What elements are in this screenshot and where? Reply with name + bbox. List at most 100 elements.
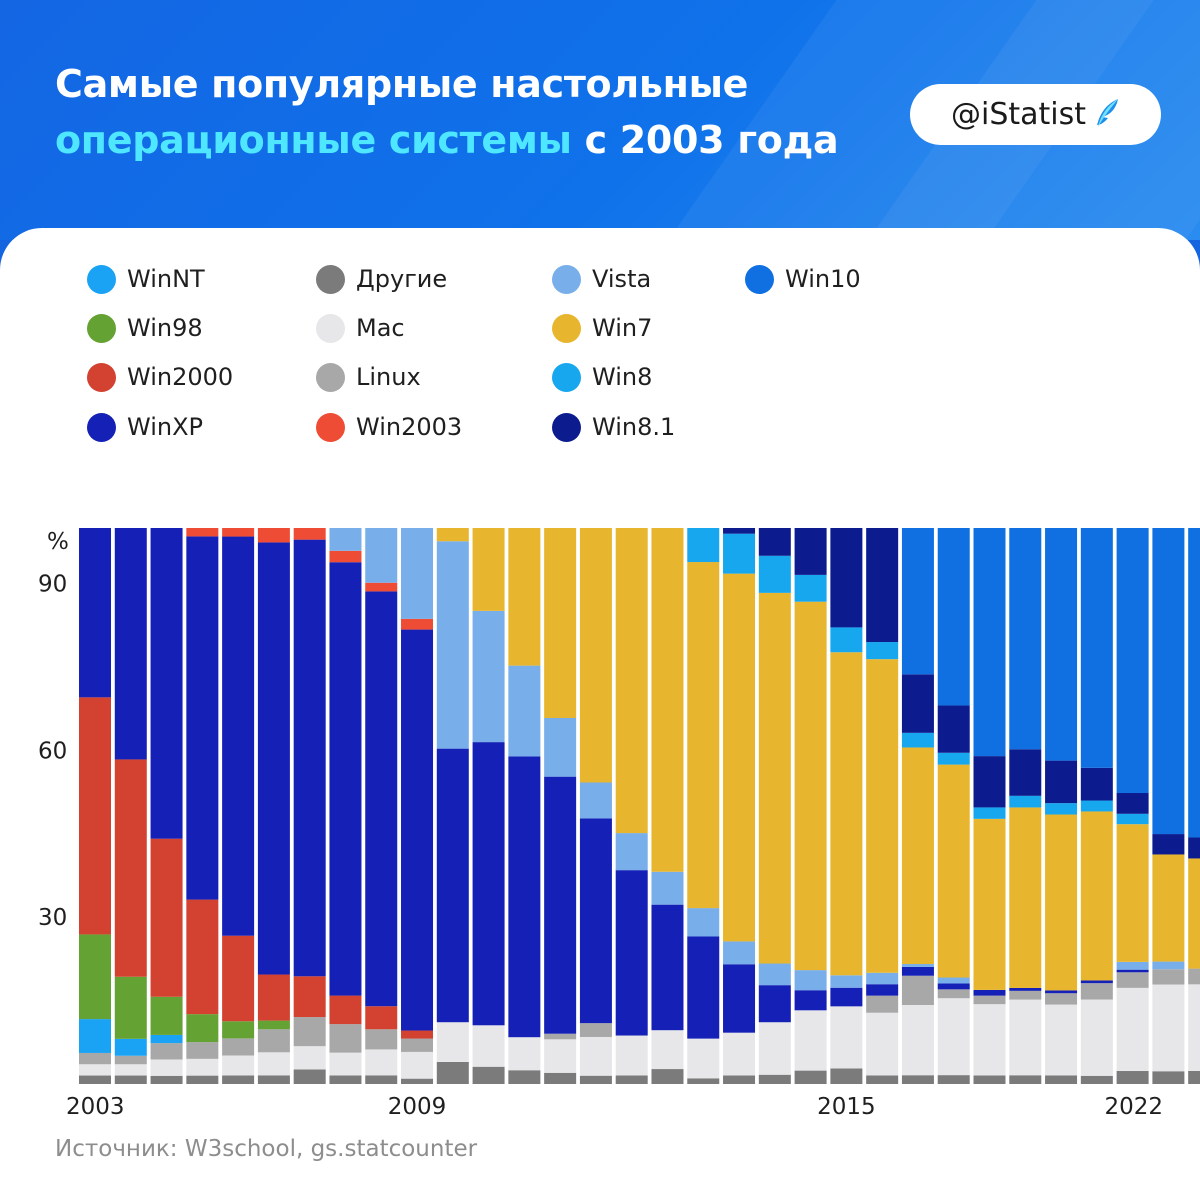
bar-segment-winnt bbox=[79, 1019, 111, 1053]
brand-badge[interactable]: @iStatist bbox=[910, 84, 1161, 145]
bar-segment-linux bbox=[79, 1052, 111, 1065]
bar-segment-mac bbox=[508, 1037, 541, 1071]
bar-segment-win7 bbox=[1009, 807, 1042, 988]
bar-segment-win10 bbox=[973, 528, 1006, 757]
y-tick-label: 30 bbox=[38, 905, 67, 931]
bar-segment-winxp bbox=[544, 776, 577, 1034]
bar-segment-win10 bbox=[1188, 528, 1200, 838]
legend-item-winnt: WinNT bbox=[87, 262, 205, 296]
bar-segment-mac bbox=[687, 1038, 720, 1079]
bar-segment-linux bbox=[544, 1033, 577, 1040]
bar-segment-win10 bbox=[901, 528, 934, 675]
bar-segment-win8-1 bbox=[1152, 834, 1185, 855]
bar-segment-win8 bbox=[901, 732, 934, 748]
bar-segment-win7 bbox=[615, 528, 648, 834]
bar-segment-mac bbox=[472, 1025, 505, 1067]
bar-segment-другие bbox=[1152, 1071, 1185, 1084]
bar-segment-linux bbox=[1116, 972, 1149, 988]
bar-segment-linux bbox=[257, 1029, 290, 1053]
bar-segment-winxp bbox=[651, 904, 684, 1031]
bar-segment-win98 bbox=[257, 1020, 290, 1030]
bar-segment-winxp bbox=[401, 629, 434, 1031]
y-tick-label: 90 bbox=[38, 572, 67, 598]
bar-segment-win2000 bbox=[401, 1030, 434, 1039]
legend-item-linux: Linux bbox=[316, 360, 421, 394]
bar-segment-vista bbox=[365, 528, 398, 583]
bar-segment-другие bbox=[758, 1074, 791, 1084]
bar-segment-другие bbox=[973, 1075, 1006, 1084]
bar-segment-win8 bbox=[973, 807, 1006, 819]
legend-swatch bbox=[87, 264, 116, 294]
bar-segment-linux bbox=[1009, 990, 1042, 1000]
legend-swatch bbox=[87, 313, 116, 343]
bar-segment-другие bbox=[114, 1075, 147, 1084]
bar-segment-win7 bbox=[866, 659, 899, 973]
bar-segment-win2000 bbox=[329, 995, 362, 1025]
x-tick-label: 2009 bbox=[388, 1094, 447, 1120]
bar-segment-win98 bbox=[150, 996, 183, 1035]
stacked-bar-chart: % 30 60 90 2003 2009 2015 2022 bbox=[38, 528, 1200, 1120]
bar-segment-linux bbox=[186, 1042, 219, 1059]
bar-segment-win10 bbox=[937, 528, 970, 706]
bar-segment-win8-1 bbox=[901, 674, 934, 733]
bar-segment-другие bbox=[615, 1075, 648, 1084]
bar-segment-vista bbox=[544, 717, 577, 777]
bar-segment-win8 bbox=[758, 555, 791, 593]
bar-segment-vista bbox=[758, 963, 791, 986]
bar-segment-linux bbox=[114, 1055, 147, 1065]
legend-label: WinNT bbox=[127, 265, 205, 293]
bar-segment-linux bbox=[937, 989, 970, 999]
page-title: Самые популярные настольные операционные… bbox=[55, 56, 839, 168]
bar-segment-mac bbox=[651, 1030, 684, 1070]
legend-label: Win7 bbox=[592, 314, 653, 342]
bar-segment-win2003 bbox=[329, 550, 362, 563]
bar-segment-winxp bbox=[1116, 969, 1149, 973]
bar-segment-win98 bbox=[222, 1021, 255, 1039]
bar-segment-win8-1 bbox=[1188, 837, 1200, 859]
bar-segment-win7 bbox=[436, 528, 469, 542]
bar-segment-linux bbox=[579, 1023, 612, 1037]
bar-segment-другие bbox=[329, 1075, 362, 1084]
bar-segment-winxp bbox=[758, 985, 791, 1023]
bar-segment-win98 bbox=[114, 976, 147, 1039]
bar-segment-win8 bbox=[723, 533, 756, 574]
bar-segment-win8 bbox=[830, 627, 863, 653]
legend-item-mac: Mac bbox=[316, 311, 405, 345]
bar-segment-linux bbox=[365, 1029, 398, 1050]
bar-segment-win7 bbox=[1080, 811, 1113, 981]
legend-swatch bbox=[316, 412, 345, 442]
bar-segment-winxp bbox=[508, 756, 541, 1038]
bar-segment-другие bbox=[1009, 1075, 1042, 1084]
legend-item-win2000: Win2000 bbox=[87, 360, 233, 394]
legend-swatch bbox=[745, 264, 774, 294]
bar-segment-mac bbox=[1188, 984, 1200, 1071]
bar-segment-другие bbox=[293, 1069, 326, 1084]
bar-segment-win7 bbox=[758, 592, 791, 964]
bar-segment-linux bbox=[293, 1017, 326, 1047]
bar-segment-winxp bbox=[1045, 990, 1078, 994]
bar-segment-winxp bbox=[365, 591, 398, 1007]
bar-segment-winxp bbox=[293, 539, 326, 977]
bar-segment-другие bbox=[937, 1075, 970, 1084]
bar-segment-win8 bbox=[1045, 803, 1078, 815]
bar-segment-win7 bbox=[544, 528, 577, 718]
bar-segment-win7 bbox=[579, 528, 612, 783]
bar-segment-win7 bbox=[937, 764, 970, 978]
bar-segment-mac bbox=[794, 1010, 827, 1071]
bar-segment-другие bbox=[186, 1075, 219, 1084]
bar-segment-win8 bbox=[866, 642, 899, 660]
bar-segment-другие bbox=[508, 1070, 541, 1084]
bar-segment-win2000 bbox=[257, 974, 290, 1021]
bar-segment-win8-1 bbox=[1116, 793, 1149, 814]
bar-segment-vista bbox=[401, 528, 434, 619]
bar-segment-vista bbox=[651, 871, 684, 905]
bar-segment-winxp bbox=[150, 528, 183, 839]
legend-label: Win8.1 bbox=[592, 413, 676, 441]
bar-segment-другие bbox=[79, 1075, 111, 1084]
bar-segment-win8-1 bbox=[723, 528, 756, 534]
legend-item-win98: Win98 bbox=[87, 311, 203, 345]
bar-segment-win7 bbox=[794, 601, 827, 971]
bar-segment-win2003 bbox=[186, 528, 219, 537]
bar-segment-winxp bbox=[723, 964, 756, 1033]
x-tick-label: 2015 bbox=[817, 1094, 876, 1120]
